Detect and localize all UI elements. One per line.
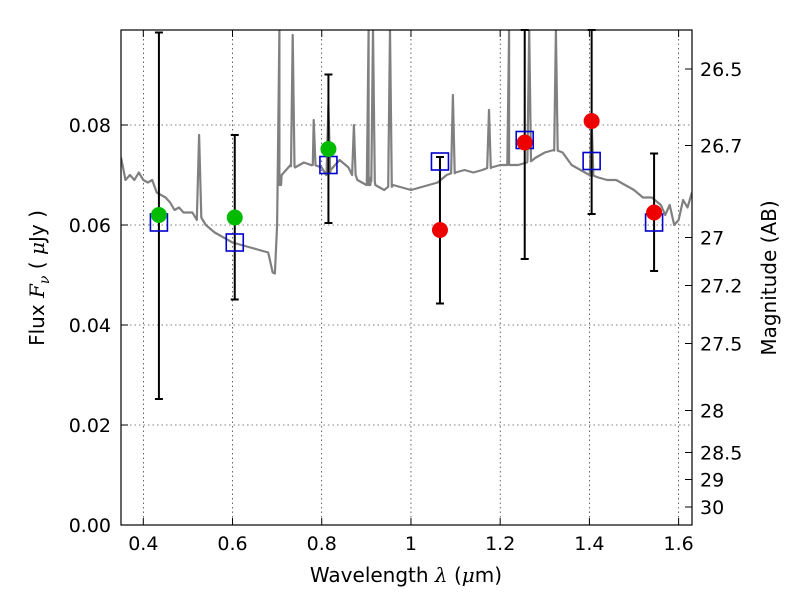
- axis-ticks: [121, 30, 692, 525]
- tick-labels: 0.4 0.6 0.8 1 1.2 1.4 1.6 0.00 0.02 0.04 0.06 0.08 2…: [69, 59, 743, 555]
- plot-frame: [121, 30, 692, 525]
- y-tick-label: 0.00: [69, 515, 111, 537]
- x-tick-label: 0.8: [307, 533, 337, 555]
- right-tick-label: 28.5: [700, 443, 742, 465]
- x-tick-label: 1: [405, 533, 417, 555]
- grid-lines: [121, 30, 692, 525]
- right-tick-label: 26.7: [700, 136, 742, 158]
- right-tick-label: 29: [700, 470, 724, 492]
- y-tick-label: 0.02: [69, 415, 111, 437]
- x-tick-label: 1.6: [664, 533, 694, 555]
- observed-green-point: [227, 210, 242, 225]
- y-tick-label: 0.04: [69, 315, 111, 337]
- model-spectrum: [121, 30, 692, 274]
- right-tick-label: 30: [700, 497, 724, 519]
- observed-green-point: [151, 208, 166, 223]
- x-tick-label: 1.2: [485, 533, 515, 555]
- x-tick-label: 0.4: [128, 533, 158, 555]
- sed-chart: 0.4 0.6 0.8 1 1.2 1.4 1.6 0.00 0.02 0.04 0.06 0.08 2…: [0, 0, 800, 600]
- right-tick-label: 27.5: [700, 334, 742, 356]
- observed-flux-markers: [151, 114, 661, 238]
- observed-red-point: [517, 135, 532, 150]
- y-axis-label: Flux Fν ( μJy ): [25, 210, 53, 346]
- right-tick-label: 27: [700, 228, 724, 250]
- y-axis-right-label: Magnitude (AB): [757, 200, 781, 355]
- x-axis-label: Wavelength λ (μm): [310, 563, 502, 587]
- x-tick-label: 0.6: [217, 533, 247, 555]
- y-tick-label: 0.06: [69, 215, 111, 237]
- observed-red-point: [647, 205, 662, 220]
- observed-red-point: [584, 114, 599, 129]
- x-tick-label: 1.4: [574, 533, 604, 555]
- spectrum-line: [121, 30, 692, 274]
- right-tick-label: 28: [700, 401, 724, 423]
- y-tick-label: 0.08: [69, 115, 111, 137]
- right-tick-label: 26.5: [700, 59, 742, 81]
- right-tick-label: 27.2: [700, 276, 742, 298]
- observed-red-point: [432, 223, 447, 238]
- model-photometry-markers: [150, 132, 662, 252]
- observed-green-point: [321, 142, 336, 157]
